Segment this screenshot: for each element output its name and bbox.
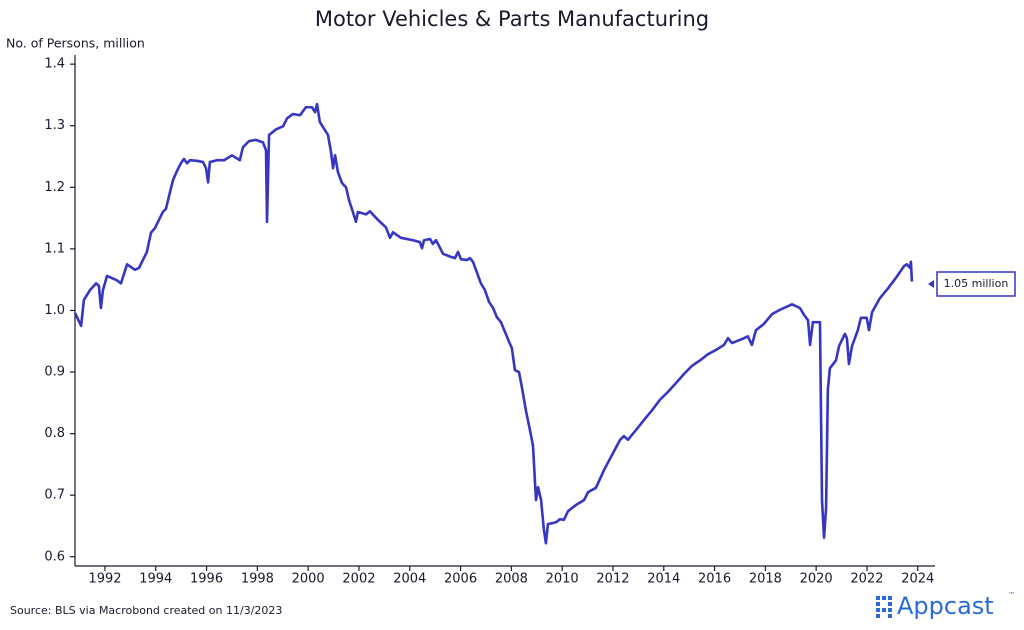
y-tick-label: 1.0 (44, 303, 65, 318)
annotation-text: 1.05 million (944, 277, 1009, 290)
x-tick-label: 2018 (749, 572, 782, 587)
y-tick-label: 1.2 (44, 180, 65, 195)
chart-title: Motor Vehicles & Parts Manufacturing (315, 7, 709, 31)
x-tick-label: 1998 (241, 572, 274, 587)
y-tick-label: 0.8 (44, 426, 65, 441)
x-tick-label: 1994 (139, 572, 172, 587)
source: Source: BLS via Macrobond created on 11/… (10, 604, 282, 617)
x-tick-label: 2004 (393, 572, 426, 587)
x-tick-label: 2008 (495, 572, 528, 587)
y-tick-label: 1.3 (44, 118, 65, 133)
annotation-arrow (928, 280, 934, 288)
brand: Appcast (897, 592, 994, 620)
y-tick-label: 0.6 (44, 549, 65, 564)
y-tick-label: 0.9 (44, 365, 65, 380)
x-tick-label: 1996 (190, 572, 223, 587)
x-tick-label: 2024 (901, 572, 934, 587)
y-tick-label: 0.7 (44, 488, 65, 503)
brand-mark: ™ (1008, 591, 1015, 599)
x-tick-label: 2010 (546, 572, 579, 587)
annotation: 1.05 million (928, 271, 1016, 297)
x-tick-label: 2022 (850, 572, 883, 587)
x-tick-label: 1992 (88, 572, 121, 587)
brand-icon (876, 596, 892, 618)
x-tick-label: 2014 (647, 572, 680, 587)
x-tick-label: 2006 (444, 572, 477, 587)
y-tick-label: 1.4 (44, 57, 65, 72)
annotation-box (936, 271, 1016, 297)
x-tick-label: 2012 (596, 572, 629, 587)
x-tick-label: 2016 (698, 572, 731, 587)
x-tick-label: 2000 (292, 572, 325, 587)
x-tick-label: 2002 (342, 572, 375, 587)
line-series (73, 102, 914, 545)
y-tick-label: 1.1 (44, 241, 65, 256)
x-tick-label: 2020 (800, 572, 833, 587)
y-axis-label: No. of Persons, million (6, 36, 145, 51)
